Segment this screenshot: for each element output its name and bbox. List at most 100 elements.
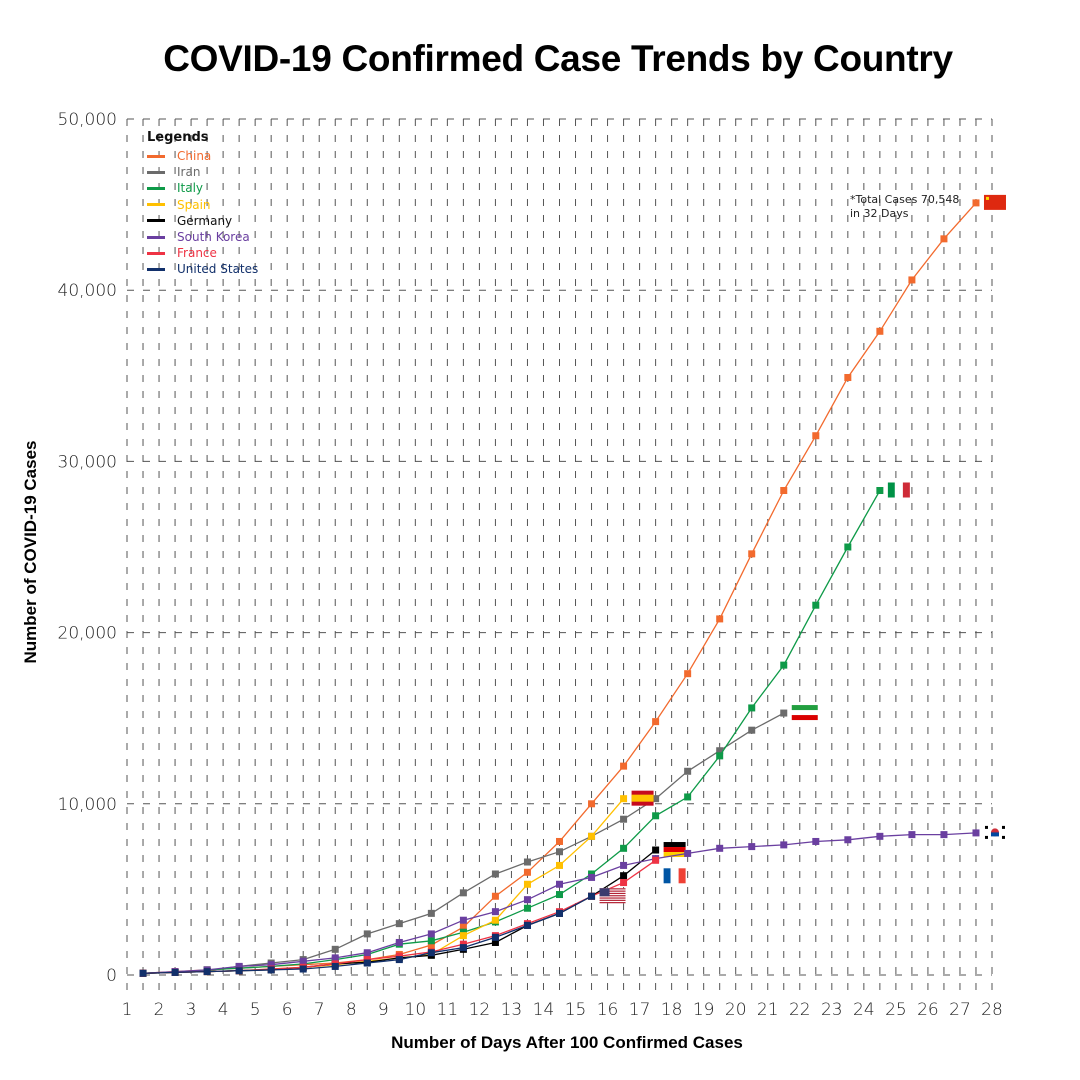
data-point-china <box>459 923 467 931</box>
italy-flag-icon <box>887 482 910 498</box>
iran-flag-icon <box>791 705 818 721</box>
data-point-italy <box>684 793 692 801</box>
data-point-china <box>716 615 724 623</box>
data-point-united-states <box>395 956 403 964</box>
data-point-iran <box>395 920 403 928</box>
data-point-iran <box>427 909 435 917</box>
legend-swatch <box>147 251 165 255</box>
data-point-china <box>908 276 916 284</box>
x-tick-label: 15 <box>565 1000 587 1020</box>
legend-label: France <box>177 246 217 261</box>
data-point-italy <box>780 661 788 669</box>
y-tick-label: 0 <box>106 966 117 986</box>
x-tick-label: 13 <box>501 1000 523 1020</box>
legend-label: South Korea <box>177 230 250 245</box>
x-tick-label: 17 <box>629 1000 651 1020</box>
legend-label: China <box>177 149 212 164</box>
x-tick-label: 25 <box>885 1000 907 1020</box>
x-tick-label: 14 <box>533 1000 555 1020</box>
data-point-united-states <box>203 968 211 976</box>
data-point-italy <box>876 487 884 495</box>
data-point-iran <box>363 930 371 938</box>
germany-flag-icon <box>663 842 686 858</box>
x-tick-label: 27 <box>949 1000 971 1020</box>
data-point-italy <box>620 844 628 852</box>
data-point-iran <box>556 848 563 856</box>
x-tick-label: 19 <box>693 1000 715 1020</box>
data-point-iran <box>491 870 499 878</box>
legend-swatch <box>147 170 165 174</box>
data-point-united-states <box>427 949 435 957</box>
data-point-spain <box>588 832 596 840</box>
data-point-china <box>972 199 980 207</box>
data-point-china <box>491 892 499 900</box>
data-point-china <box>556 837 563 845</box>
data-point-south-korea <box>876 832 884 840</box>
legend-label: Italy <box>177 181 204 196</box>
legend-swatch <box>147 203 165 207</box>
data-point-united-states <box>171 968 179 976</box>
data-point-iran <box>716 747 724 755</box>
x-tick-label: 9 <box>378 1000 389 1020</box>
data-point-italy <box>812 601 820 609</box>
y-tick-label: 20,000 <box>58 624 117 644</box>
data-point-germany <box>652 846 660 854</box>
legend-title: Legends <box>147 130 209 145</box>
legend-swatch <box>147 186 165 190</box>
x-tick-label: 26 <box>917 1000 939 1020</box>
data-point-south-korea <box>748 843 756 851</box>
annotation-line-2: in 32 Days <box>850 207 909 220</box>
chart-title: COVID-19 Confirmed Case Trends by Countr… <box>163 38 953 79</box>
data-point-south-korea <box>267 961 275 969</box>
y-tick-label: 30,000 <box>58 452 117 472</box>
data-point-south-korea <box>331 954 339 962</box>
france-flag-icon <box>663 868 686 884</box>
data-point-united-states <box>556 909 563 917</box>
usa-flag-icon <box>599 888 626 904</box>
data-point-south-korea <box>716 844 724 852</box>
legend-label: Iran <box>177 165 201 180</box>
legend-item-united-states: United States <box>147 261 258 277</box>
south-korea-flag-icon <box>983 824 1006 840</box>
x-tick-label: 12 <box>469 1000 491 1020</box>
legend-item-china: China <box>147 148 258 164</box>
data-point-china <box>652 718 660 726</box>
data-point-south-korea <box>812 837 820 845</box>
data-point-united-states <box>459 944 467 952</box>
legend-label: United States <box>177 262 259 277</box>
series-line-italy <box>142 490 881 974</box>
data-point-united-states <box>299 965 307 973</box>
legend-swatch <box>147 154 165 158</box>
data-point-italy <box>716 752 724 760</box>
legend-swatch <box>147 219 165 223</box>
data-point-iran <box>748 726 756 734</box>
data-point-south-korea <box>588 873 596 881</box>
data-point-spain <box>491 916 499 924</box>
data-point-china <box>684 670 692 678</box>
data-point-china <box>780 487 788 495</box>
data-point-united-states <box>331 962 339 970</box>
data-point-iran <box>331 945 339 953</box>
data-point-spain <box>459 932 467 940</box>
x-tick-label: 6 <box>282 1000 293 1020</box>
data-point-south-korea <box>556 880 563 888</box>
data-point-germany <box>620 872 628 880</box>
data-point-china <box>748 550 756 558</box>
data-point-iran <box>684 767 692 775</box>
legend: Legends China Iran Italy Spain Germany South … <box>147 130 258 278</box>
legend-swatch <box>147 267 165 271</box>
data-point-united-states <box>491 933 499 941</box>
data-point-united-states <box>523 921 531 929</box>
data-point-south-korea <box>491 908 499 916</box>
legend-item-spain: Spain <box>147 197 258 213</box>
legend-label: Spain <box>177 197 211 212</box>
x-tick-label: 23 <box>821 1000 843 1020</box>
data-point-united-states <box>235 967 243 975</box>
x-tick-label: 24 <box>853 1000 875 1020</box>
x-axis-label: Number of Days After 100 Confirmed Cases <box>391 1033 743 1052</box>
y-tick-label: 10,000 <box>58 795 117 815</box>
x-tick-label: 11 <box>437 1000 459 1020</box>
data-point-italy <box>652 812 660 820</box>
x-tick-label: 7 <box>314 1000 325 1020</box>
